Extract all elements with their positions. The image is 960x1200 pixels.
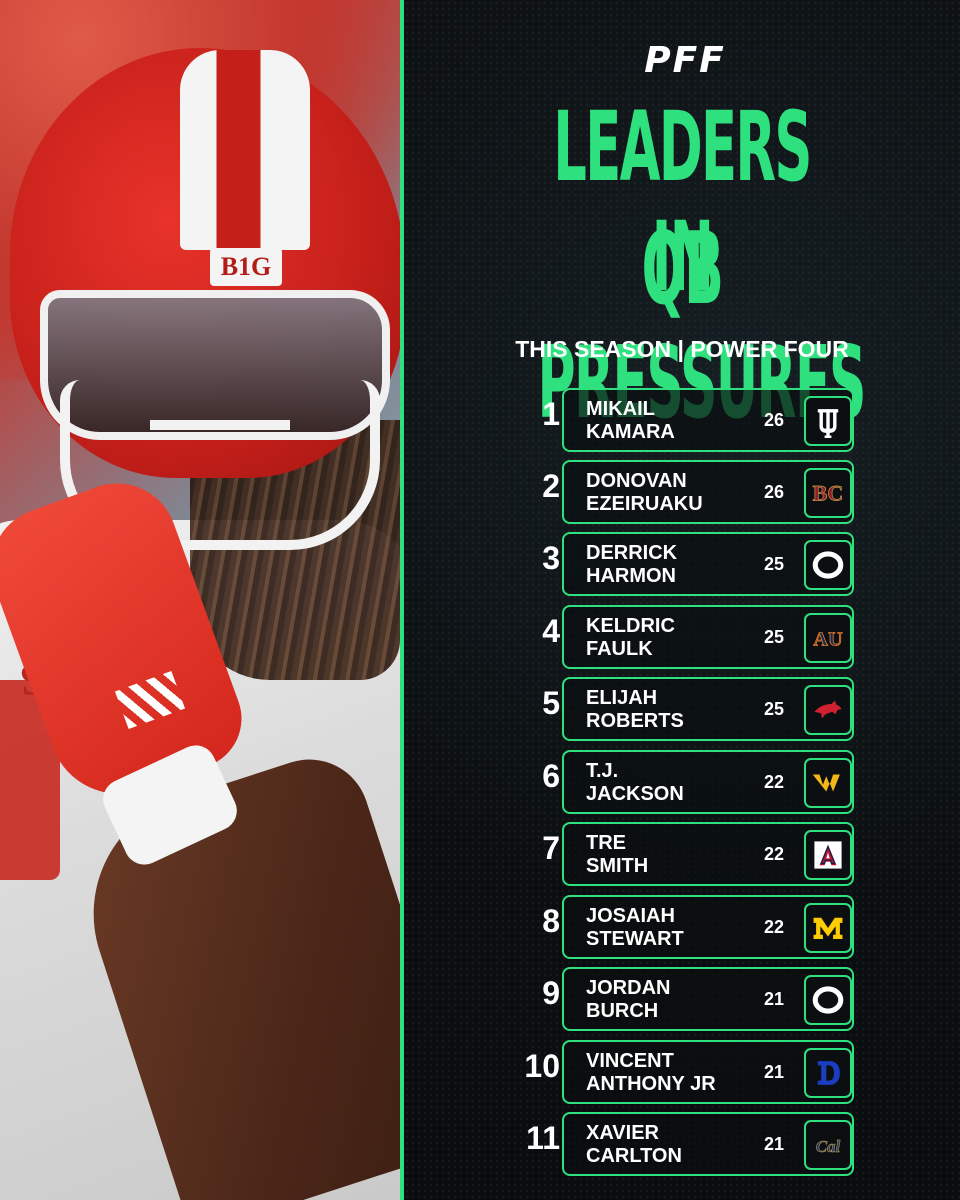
pressures-value: 25	[763, 627, 785, 647]
leaders-panel: PFF LEADERS IN QB PRESSURES THIS SEASON …	[404, 0, 960, 1200]
player-first-name: DONOVAN	[586, 470, 687, 492]
leader-row: 6 T.J. JACKSON 22	[404, 750, 960, 816]
player-first-name: XAVIER	[586, 1122, 659, 1144]
player-name: VINCENT ANTHONY JR	[586, 1050, 766, 1096]
oregon-logo-icon	[804, 540, 852, 590]
leader-row: 7 TRE SMITH 22	[404, 822, 960, 888]
rank-number: 1	[542, 396, 560, 432]
player-last-name: CARLTON	[586, 1145, 682, 1167]
smu-logo-icon	[804, 685, 852, 735]
big-ten-badge: B1G	[210, 248, 282, 286]
indiana-logo-icon	[804, 396, 852, 446]
leader-row: 10 VINCENT ANTHONY JR 21	[404, 1040, 960, 1106]
leader-card: T.J. JACKSON 22	[562, 750, 854, 814]
svg-text:BC: BC	[813, 481, 844, 506]
player-name: DONOVAN EZEIRUAKU	[586, 470, 766, 516]
pressures-value: 26	[763, 410, 785, 430]
rank-number: 7	[542, 830, 560, 866]
pressures-value: 25	[763, 554, 785, 574]
page-title-line-1: LEADERS IN	[553, 91, 812, 313]
player-name: JOSAIAH STEWART	[586, 905, 766, 951]
rank-number: 2	[542, 468, 560, 504]
player-last-name: ANTHONY JR	[586, 1073, 716, 1095]
leader-card: ELIJAH ROBERTS 25	[562, 677, 854, 741]
facemask	[60, 380, 380, 550]
duke-logo-icon	[804, 1048, 852, 1098]
player-last-name: BURCH	[586, 1000, 659, 1022]
leader-card: MIKAIL KAMARA 26	[562, 388, 854, 452]
accent-divider	[400, 0, 404, 1200]
pressures-value: 21	[763, 1134, 785, 1154]
rank-number: 8	[542, 903, 560, 939]
player-name: XAVIER CARLTON	[586, 1122, 766, 1168]
leader-row: 8 JOSAIAH STEWART 22	[404, 895, 960, 961]
pff-logo: PFF	[644, 40, 726, 81]
leader-card: VINCENT ANTHONY JR 21	[562, 1040, 854, 1104]
svg-text:Cal: Cal	[816, 1137, 841, 1156]
player-last-name: KAMARA	[586, 421, 675, 443]
leader-row: 4 KELDRIC FAULK 25 AU	[404, 605, 960, 671]
player-name: ELIJAH ROBERTS	[586, 687, 766, 733]
player-first-name: ELIJAH	[586, 687, 658, 709]
michigan-logo-icon	[804, 903, 852, 953]
player-first-name: VINCENT	[586, 1050, 674, 1072]
player-last-name: SMITH	[586, 855, 649, 877]
rank-number: 4	[542, 613, 560, 649]
player-name: JORDAN BURCH	[586, 977, 766, 1023]
leader-row: 11 XAVIER CARLTON 21 Cal	[404, 1112, 960, 1178]
rank-number: 6	[542, 758, 560, 794]
rank-number: 9	[542, 975, 560, 1011]
pressures-value: 21	[763, 1062, 785, 1082]
auburn-logo-icon: AU	[804, 613, 852, 663]
player-first-name: T.J.	[586, 760, 619, 782]
player-first-name: JORDAN	[586, 977, 671, 999]
player-last-name: ROBERTS	[586, 710, 684, 732]
oregon-logo-icon	[804, 975, 852, 1025]
player-last-name: EZEIRUAKU	[586, 493, 703, 515]
subtitle: THIS SEASON | POWER FOUR	[515, 336, 849, 362]
leader-row: 2 DONOVAN EZEIRUAKU 26 BC	[404, 460, 960, 526]
player-first-name: MIKAIL	[586, 398, 655, 420]
boston-college-logo-icon: BC	[804, 468, 852, 518]
pressures-value: 25	[763, 699, 785, 719]
player-first-name: KELDRIC	[586, 615, 675, 637]
player-name: MIKAIL KAMARA	[586, 398, 766, 444]
player-last-name: FAULK	[586, 638, 653, 660]
rank-number: 11	[526, 1120, 560, 1156]
leader-card: KELDRIC FAULK 25 AU	[562, 605, 854, 669]
pressures-value: 26	[763, 482, 785, 502]
west-virginia-logo-icon	[804, 758, 852, 808]
player-first-name: DERRICK	[586, 542, 678, 564]
leader-card: TRE SMITH 22	[562, 822, 854, 886]
player-name: TRE SMITH	[586, 832, 766, 878]
leader-card: DONOVAN EZEIRUAKU 26 BC	[562, 460, 854, 524]
leader-row: 1 MIKAIL KAMARA 26	[404, 388, 960, 454]
player-first-name: TRE	[586, 832, 626, 854]
arizona-logo-icon	[804, 830, 852, 880]
player-photo: SIE B1G	[0, 0, 400, 1200]
rank-number: 3	[542, 540, 560, 576]
leader-card: DERRICK HARMON 25	[562, 532, 854, 596]
cal-logo-icon: Cal	[804, 1120, 852, 1170]
pressures-value: 22	[763, 844, 785, 864]
leader-row: 3 DERRICK HARMON 25	[404, 532, 960, 598]
rank-number: 10	[524, 1048, 560, 1084]
leader-card: JORDAN BURCH 21	[562, 967, 854, 1031]
player-name: DERRICK HARMON	[586, 542, 766, 588]
pressures-value: 22	[763, 917, 785, 937]
svg-text:AU: AU	[813, 629, 843, 651]
rank-number: 5	[542, 685, 560, 721]
pressures-value: 21	[763, 989, 785, 1009]
player-last-name: JACKSON	[586, 783, 684, 805]
player-name: KELDRIC FAULK	[586, 615, 766, 661]
leader-card: JOSAIAH STEWART 22	[562, 895, 854, 959]
pressures-value: 22	[763, 772, 785, 792]
leader-card: XAVIER CARLTON 21 Cal	[562, 1112, 854, 1176]
player-first-name: JOSAIAH	[586, 905, 675, 927]
player-name: T.J. JACKSON	[586, 760, 766, 806]
leader-row: 5 ELIJAH ROBERTS 25	[404, 677, 960, 743]
player-last-name: HARMON	[586, 565, 676, 587]
player-last-name: STEWART	[586, 928, 684, 950]
leader-row: 9 JORDAN BURCH 21	[404, 967, 960, 1033]
